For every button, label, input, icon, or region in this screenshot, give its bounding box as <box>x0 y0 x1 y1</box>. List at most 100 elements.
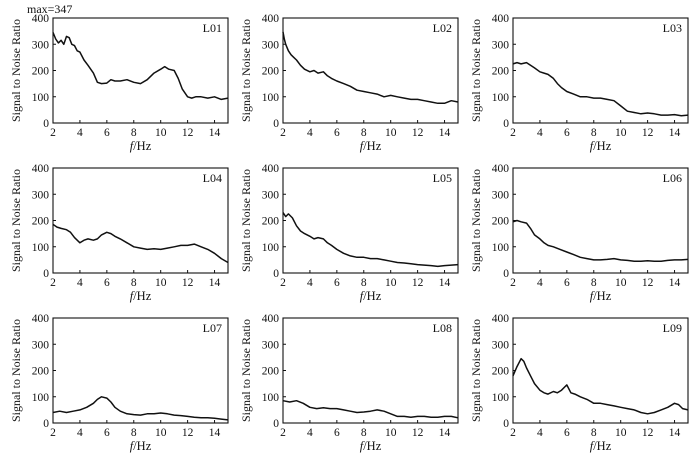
x-tick-label: 4 <box>77 277 83 289</box>
y-tick-label: 400 <box>262 163 280 175</box>
x-tick-label: 14 <box>669 127 681 139</box>
x-tick-label: 2 <box>280 427 286 439</box>
y-tick-label: 300 <box>262 339 280 351</box>
x-tick-label: 14 <box>439 277 451 289</box>
max-note: max=347 <box>27 2 72 16</box>
x-axis-label: f/Hz <box>130 139 152 153</box>
y-tick-label: 100 <box>32 92 50 104</box>
panel-label: L03 <box>663 21 682 35</box>
chart-panel-l06: 2 4 6 8 10 12 14 0 100 200 300 400 L06 f/Hz Signal to … <box>469 163 689 303</box>
x-tick-label: 4 <box>537 427 543 439</box>
x-tick-label: 12 <box>642 277 654 289</box>
panel-label: L02 <box>433 21 452 35</box>
x-axis-label: f/Hz <box>130 289 152 303</box>
panel-label: L09 <box>663 321 682 335</box>
chart-panel-l07: 2 4 6 8 10 12 14 0 100 200 300 400 L07 f/Hz Signal to … <box>9 313 229 453</box>
x-tick-label: 2 <box>280 127 286 139</box>
x-tick-label: 10 <box>385 427 397 439</box>
y-tick-label: 0 <box>273 418 279 430</box>
y-tick-label: 400 <box>32 313 50 325</box>
y-tick-label: 400 <box>262 313 280 325</box>
y-tick-label: 200 <box>262 66 280 78</box>
x-tick-label: 14 <box>439 127 451 139</box>
x-axis-label: f/Hz <box>360 439 382 453</box>
y-tick-label: 100 <box>492 242 510 254</box>
y-tick-label: 200 <box>32 366 50 378</box>
y-axis-label: Signal to Noise Ratio <box>9 319 23 422</box>
x-tick-label: 4 <box>537 277 543 289</box>
chart-panel-l09: 2 4 6 8 10 12 14 0 100 200 300 400 L09 f/Hz Signal to … <box>469 313 689 453</box>
series-line-l03 <box>512 61 689 117</box>
y-tick-label: 200 <box>262 216 280 228</box>
x-tick-label: 12 <box>182 427 194 439</box>
x-tick-label: 12 <box>182 277 194 289</box>
plot-frame <box>52 17 229 124</box>
x-tick-label: 8 <box>131 127 137 139</box>
y-tick-label: 200 <box>492 66 510 78</box>
x-tick-label: 10 <box>155 127 167 139</box>
x-tick-label: 8 <box>131 277 137 289</box>
y-tick-label: 300 <box>32 39 50 51</box>
y-tick-label: 400 <box>492 13 510 25</box>
x-tick-label: 10 <box>155 427 167 439</box>
series-line-l08 <box>282 399 459 419</box>
y-tick-label: 200 <box>492 216 510 228</box>
x-tick-label: 12 <box>642 427 654 439</box>
plot-frame <box>512 17 689 124</box>
chart-panel-l01: 2 4 6 8 10 12 14 0 100 200 300 400 L01 f/Hz Signal to … <box>9 13 229 153</box>
x-tick-label: 14 <box>669 427 681 439</box>
chart-panel-l04: 2 4 6 8 10 12 14 0 100 200 300 400 L04 f/Hz Signal to … <box>9 163 229 303</box>
y-tick-label: 400 <box>262 13 280 25</box>
x-tick-label: 2 <box>510 277 516 289</box>
y-tick-label: 200 <box>492 366 510 378</box>
x-tick-label: 2 <box>50 277 56 289</box>
y-tick-label: 0 <box>503 418 509 430</box>
x-tick-label: 4 <box>307 127 313 139</box>
chart-panel-l03: 2 4 6 8 10 12 14 0 100 200 300 400 L03 f/Hz Signal to … <box>469 13 689 153</box>
x-axis-label: f/Hz <box>360 139 382 153</box>
x-tick-label: 8 <box>361 127 367 139</box>
x-axis-label: f/Hz <box>590 139 612 153</box>
panel-label: L01 <box>203 21 222 35</box>
panel-label: L06 <box>663 171 682 185</box>
y-tick-label: 0 <box>43 268 49 280</box>
y-tick-label: 300 <box>492 39 510 51</box>
x-tick-label: 14 <box>209 277 221 289</box>
y-axis-label: Signal to Noise Ratio <box>9 19 23 122</box>
y-tick-label: 300 <box>262 39 280 51</box>
x-tick-label: 10 <box>155 277 167 289</box>
series-line-l06 <box>512 219 689 262</box>
y-axis-label: Signal to Noise Ratio <box>239 169 253 272</box>
x-tick-label: 4 <box>307 277 313 289</box>
y-tick-label: 300 <box>492 339 510 351</box>
chart-panel-l05: 2 4 6 8 10 12 14 0 100 200 300 400 L05 f/Hz Signal to … <box>239 163 459 303</box>
y-tick-label: 100 <box>492 92 510 104</box>
x-tick-label: 10 <box>385 277 397 289</box>
y-tick-label: 100 <box>262 242 280 254</box>
y-axis-label: Signal to Noise Ratio <box>239 19 253 122</box>
x-tick-label: 6 <box>104 127 110 139</box>
x-tick-label: 2 <box>50 127 56 139</box>
y-tick-label: 100 <box>492 392 510 404</box>
panel-label: L08 <box>433 321 452 335</box>
x-axis-label: f/Hz <box>130 439 152 453</box>
x-tick-label: 8 <box>591 127 597 139</box>
x-tick-label: 6 <box>334 277 340 289</box>
x-tick-label: 12 <box>412 277 424 289</box>
x-axis-label: f/Hz <box>590 289 612 303</box>
x-tick-label: 10 <box>615 427 627 439</box>
y-axis-label: Signal to Noise Ratio <box>469 319 483 422</box>
x-tick-label: 4 <box>77 127 83 139</box>
y-tick-label: 300 <box>32 189 50 201</box>
panel-label: L07 <box>203 321 222 335</box>
series-line-l05 <box>282 212 459 268</box>
chart-panel-l08: 2 4 6 8 10 12 14 0 100 200 300 400 L08 f/Hz Signal to … <box>239 313 459 453</box>
panel-label: L05 <box>433 171 452 185</box>
x-tick-label: 8 <box>591 427 597 439</box>
x-tick-label: 14 <box>669 277 681 289</box>
x-tick-label: 12 <box>642 127 654 139</box>
x-tick-label: 14 <box>439 427 451 439</box>
x-tick-label: 4 <box>77 427 83 439</box>
